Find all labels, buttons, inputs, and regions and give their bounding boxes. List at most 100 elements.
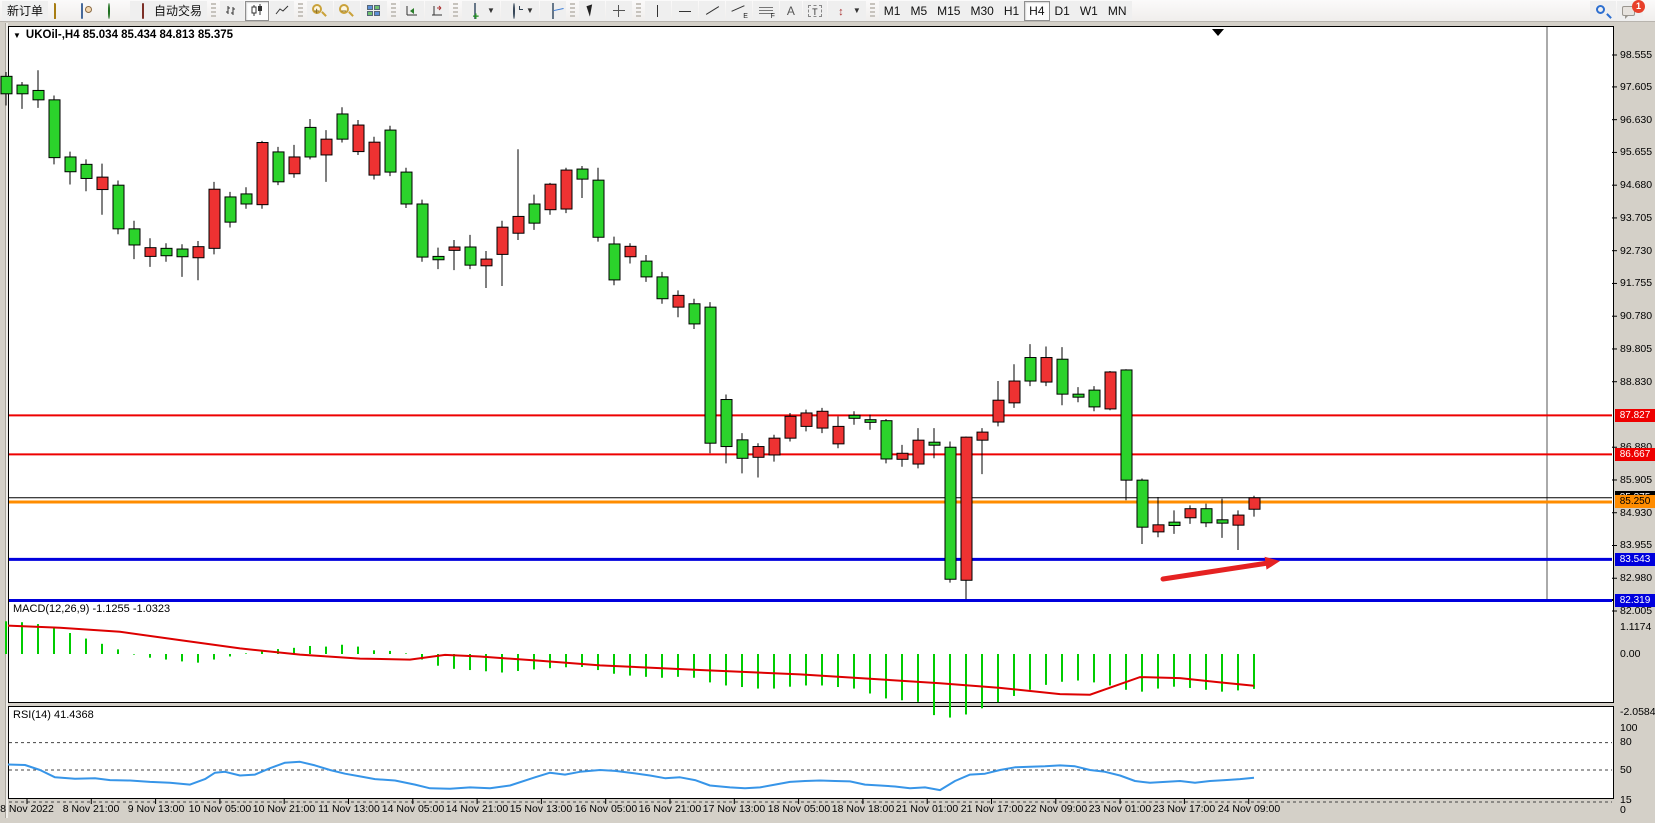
time-axis-label: 14 Nov 21:00 xyxy=(445,803,509,815)
rsi-tick-label: 50 xyxy=(1620,764,1632,776)
candlestick xyxy=(1056,358,1069,395)
toolbar: 新订单 自动交易 + − ▼ ▼ A T ▼ M1M5M15M30H1H4D1W… xyxy=(0,0,1655,22)
time-axis-label: 9 Nov 13:00 xyxy=(127,803,185,815)
text-tool-button[interactable]: A xyxy=(779,0,802,21)
timeframe-button-m15[interactable]: M15 xyxy=(932,0,966,21)
auto-scroll-icon xyxy=(406,6,418,16)
time-axis-label: 24 Nov 09:00 xyxy=(1217,803,1281,815)
trend-arrow-head[interactable] xyxy=(1264,556,1280,570)
bar-chart-button[interactable] xyxy=(220,0,245,21)
candlestick xyxy=(224,196,237,223)
autotrading-button[interactable]: 自动交易 xyxy=(130,0,208,21)
price-badge-83.543: 83.543 xyxy=(1615,553,1655,566)
toolbar-grip xyxy=(391,2,397,19)
timeframe-button-mn[interactable]: MN xyxy=(1102,0,1132,21)
price-badge-85.250: 85.250 xyxy=(1615,495,1655,508)
zoom-in-button[interactable]: + xyxy=(307,0,334,21)
candlestick xyxy=(1168,521,1181,527)
zoom-out-button[interactable]: − xyxy=(334,0,361,21)
search-button[interactable] xyxy=(1590,0,1616,21)
price-tick-label: 93.705 xyxy=(1620,212,1653,224)
notification-badge: 1 xyxy=(1632,0,1645,13)
candlestick xyxy=(752,446,765,458)
candlestick xyxy=(1120,369,1133,481)
fibonacci-button[interactable] xyxy=(752,0,779,21)
candlestick xyxy=(480,258,493,267)
chart-shift-marker[interactable] xyxy=(1212,29,1224,36)
equidistant-channel-button[interactable] xyxy=(725,0,752,21)
price-tick-label: 88.830 xyxy=(1620,376,1653,388)
time-axis-label: 10 Nov 21:00 xyxy=(252,803,316,815)
expert-advisors-icon[interactable] xyxy=(76,1,102,21)
trendline-button[interactable] xyxy=(698,0,725,21)
timeframe-button-d1[interactable]: D1 xyxy=(1049,0,1075,21)
candlestick xyxy=(528,203,541,224)
stamp-icon[interactable] xyxy=(49,1,75,21)
chevron-down-icon: ▼ xyxy=(852,6,861,15)
timeframe-button-m1[interactable]: M1 xyxy=(878,0,906,21)
auto-scroll-button[interactable] xyxy=(400,0,425,21)
price-tick-label: 92.730 xyxy=(1620,245,1653,257)
candlestick xyxy=(368,141,381,176)
chart-shift-button[interactable] xyxy=(425,0,450,21)
window-left-edge xyxy=(0,23,8,823)
candlestick xyxy=(96,176,109,191)
candlestick xyxy=(240,193,253,205)
candlestick xyxy=(1072,393,1085,398)
candlestick xyxy=(336,113,349,140)
collapse-icon[interactable]: ▼ xyxy=(13,31,21,40)
rsi-tick-label: 15 xyxy=(1620,794,1632,806)
cursor-button[interactable] xyxy=(578,0,605,21)
trend-arrow[interactable] xyxy=(1160,560,1271,582)
price-pane[interactable] xyxy=(8,26,1614,600)
arrows-button[interactable]: ▼ xyxy=(827,0,866,21)
candlestick xyxy=(976,431,989,441)
time-axis-label: 16 Nov 21:00 xyxy=(638,803,702,815)
candlestick xyxy=(880,420,893,460)
crosshair-button[interactable] xyxy=(605,0,632,21)
candlestick xyxy=(960,436,973,581)
candlestick xyxy=(0,75,13,95)
horizontal-line-button[interactable] xyxy=(671,0,698,21)
price-badge-82.319: 82.319 xyxy=(1615,594,1655,607)
price-tick-label: 94.680 xyxy=(1620,179,1653,191)
templates-button[interactable] xyxy=(539,0,566,21)
candlestick xyxy=(1232,514,1245,526)
time-axis-label: 14 Nov 05:00 xyxy=(381,803,445,815)
candlestick-chart-button[interactable] xyxy=(245,0,270,21)
line-chart-button[interactable] xyxy=(270,0,295,21)
price-tick-label: 83.955 xyxy=(1620,539,1653,551)
candlestick xyxy=(176,248,189,258)
rsi-pane[interactable] xyxy=(8,706,1614,799)
chart-symbol-label[interactable]: ▼ UKOil-,H4 85.034 85.434 84.813 85.375 xyxy=(13,29,233,41)
price-tick-label: 90.780 xyxy=(1620,310,1653,322)
tile-windows-button[interactable] xyxy=(361,0,388,21)
macd-tick-label: 0.00 xyxy=(1620,648,1641,660)
periods-button[interactable]: ▼ xyxy=(500,0,539,21)
candlestick xyxy=(160,247,173,257)
candlestick xyxy=(48,99,61,159)
signals-icon[interactable] xyxy=(103,1,129,21)
notifications-button[interactable]: 1 xyxy=(1617,0,1645,21)
candlestick xyxy=(1216,519,1229,524)
indicators-button[interactable]: ▼ xyxy=(462,0,500,21)
timeframe-button-h4[interactable]: H4 xyxy=(1024,0,1050,21)
candlestick xyxy=(944,446,957,580)
chart-canvas[interactable] xyxy=(0,23,1655,823)
timeframe-button-h1[interactable]: H1 xyxy=(998,0,1025,21)
time-axis-label: 18 Nov 05:00 xyxy=(767,803,831,815)
timeframe-button-m5[interactable]: M5 xyxy=(905,0,933,21)
timeframe-button-w1[interactable]: W1 xyxy=(1074,0,1103,21)
candlestick xyxy=(704,306,717,444)
vertical-line-button[interactable] xyxy=(644,0,671,21)
price-badge-86.667: 86.667 xyxy=(1615,448,1655,461)
window-bottom-edge xyxy=(0,818,1655,823)
candlestick xyxy=(784,415,797,439)
timeframe-bar: M1 M5 M15 M30 H1 H4 D1 W1 MN xyxy=(878,0,1132,21)
timeframe-button-m30[interactable]: M30 xyxy=(965,0,999,21)
time-axis-label: 18 Nov 18:00 xyxy=(831,803,895,815)
new-order-button[interactable]: 新订单 xyxy=(2,0,49,21)
text-label-button[interactable]: T xyxy=(802,0,827,21)
chart-shift-icon xyxy=(432,5,443,16)
candlestick xyxy=(800,412,813,427)
